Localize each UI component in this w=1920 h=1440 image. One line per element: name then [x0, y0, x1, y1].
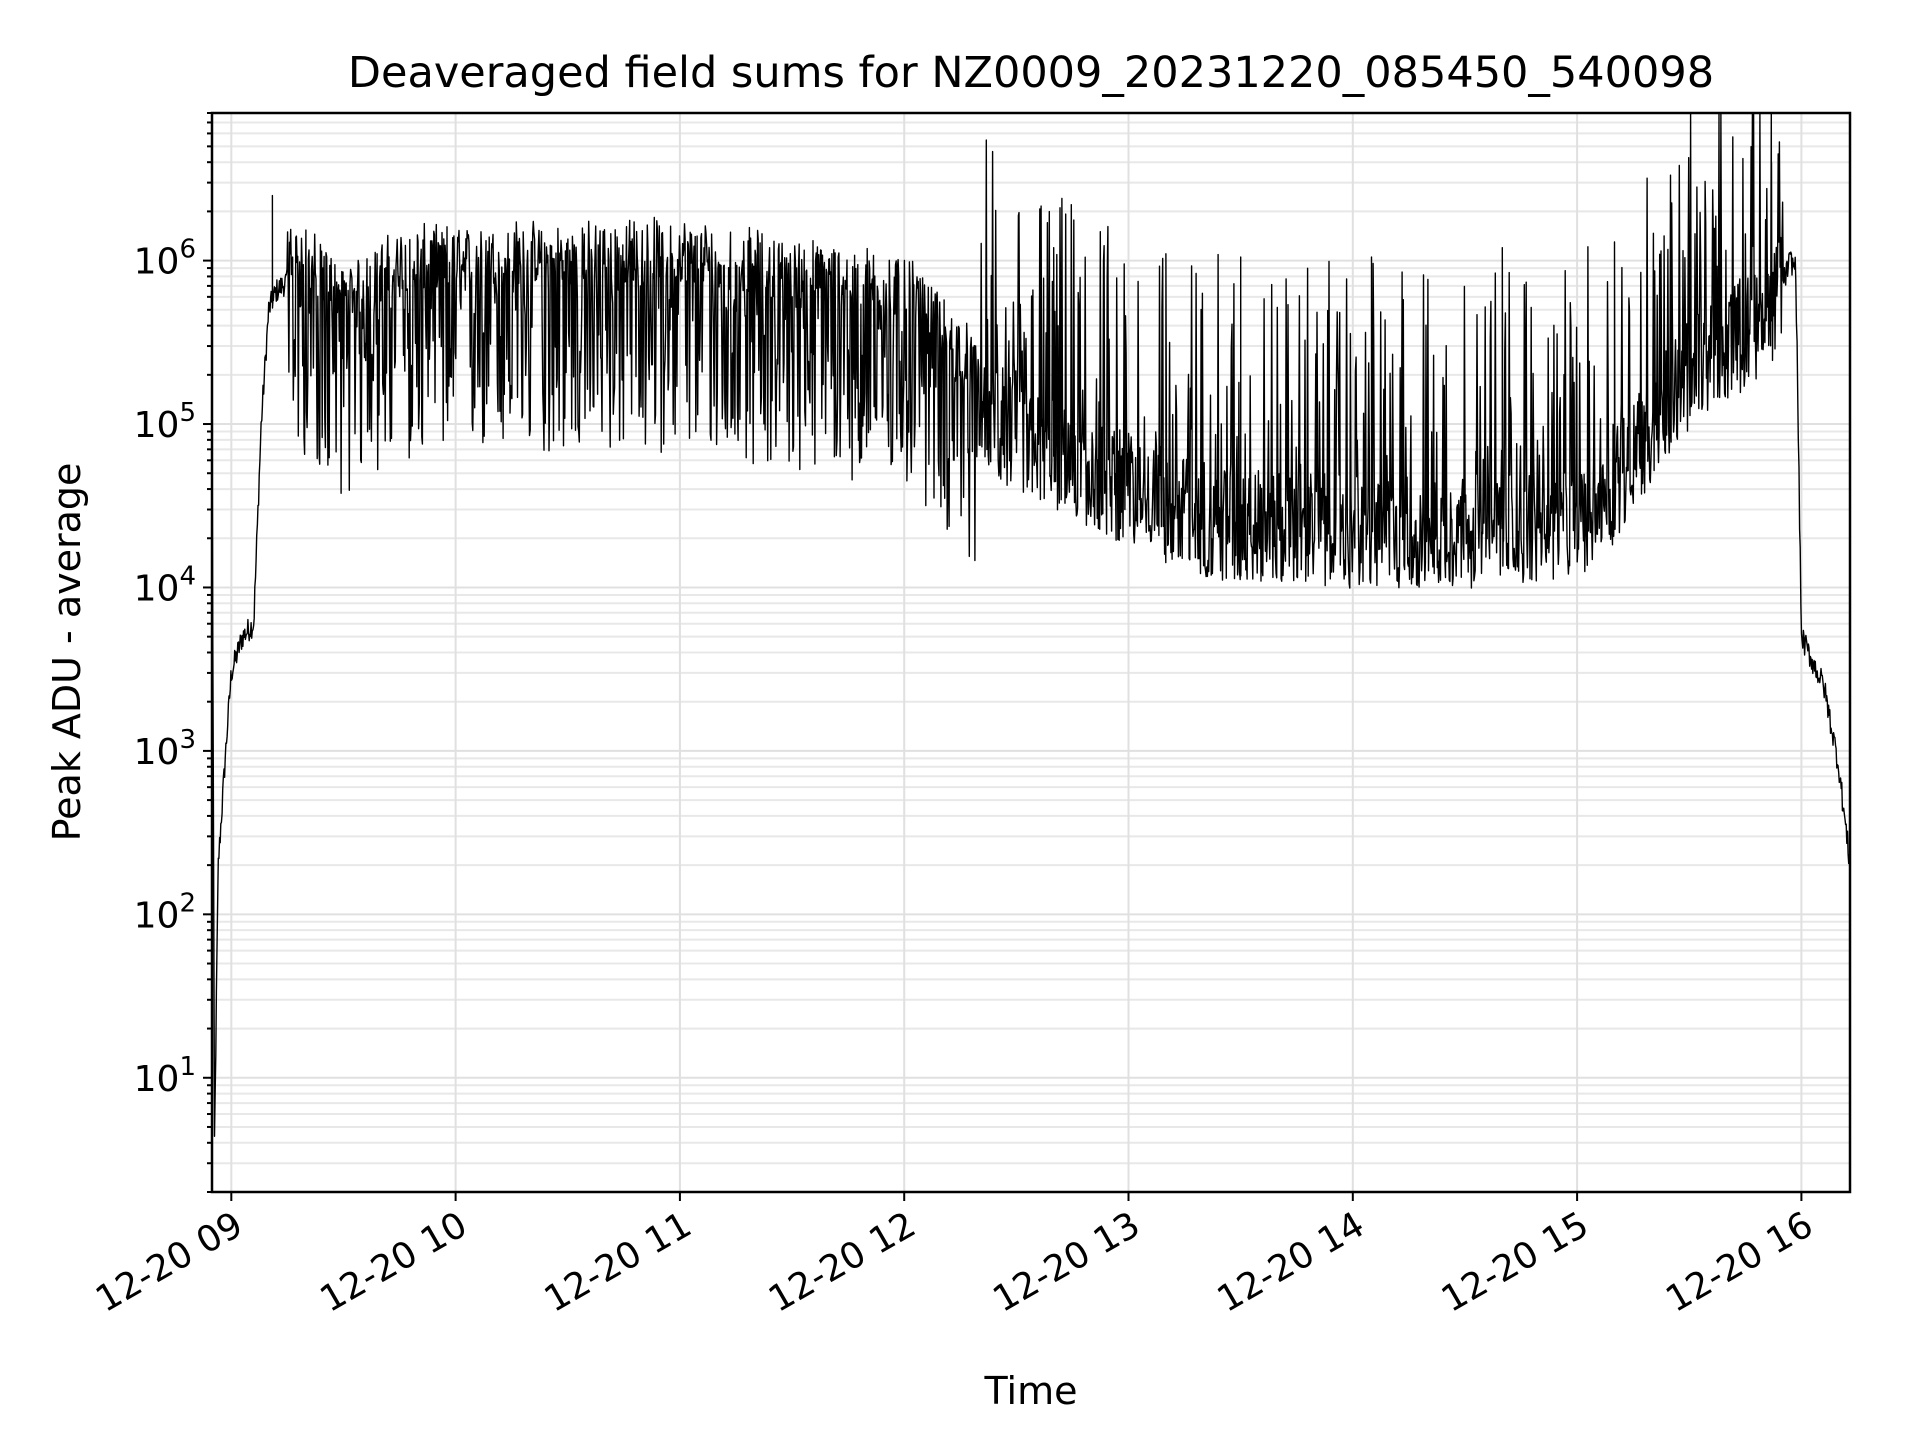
- y-tick-label: 103: [134, 725, 196, 773]
- series-layer: [211, 112, 1851, 1137]
- x-tick-label: 12-20 12: [762, 1204, 923, 1320]
- chart-title: Deaveraged field sums for NZ0009_2023122…: [348, 48, 1714, 98]
- x-tick-label: 12-20 16: [1659, 1204, 1820, 1320]
- y-tick-label: 104: [134, 561, 196, 609]
- x-axis-label: Time: [984, 1369, 1078, 1413]
- y-tick-label: 102: [134, 888, 196, 936]
- x-tick-label: 12-20 15: [1435, 1204, 1596, 1320]
- series-line: [211, 112, 1851, 1137]
- grid: [212, 112, 1850, 1193]
- x-tick-label: 12-20 09: [89, 1204, 250, 1320]
- x-tick-label: 12-20 10: [313, 1204, 474, 1320]
- y-axis-label: Peak ADU - average: [45, 463, 89, 842]
- y-tick-label: 105: [134, 398, 196, 446]
- y-tick-label: 101: [134, 1052, 196, 1100]
- y-tick-label: 106: [134, 235, 196, 283]
- x-tick-label: 12-20 13: [986, 1204, 1147, 1320]
- x-tick-label: 12-20 14: [1211, 1204, 1372, 1320]
- x-tick-label: 12-20 11: [538, 1204, 699, 1320]
